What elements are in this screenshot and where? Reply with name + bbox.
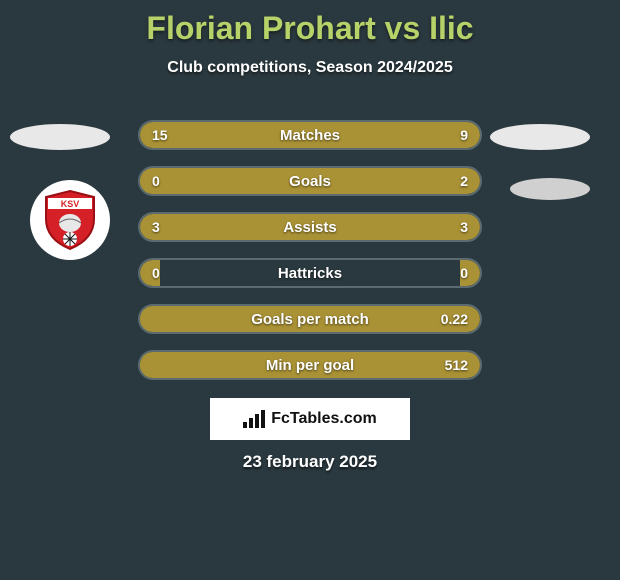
club-badge: KSV bbox=[30, 180, 110, 260]
stat-label: Hattricks bbox=[140, 260, 480, 286]
stat-label: Min per goal bbox=[140, 352, 480, 378]
page-title: Florian Prohart vs Ilic bbox=[0, 0, 620, 47]
stat-label: Goals bbox=[140, 168, 480, 194]
stat-label: Goals per match bbox=[140, 306, 480, 332]
right-player-shadow-placeholder bbox=[510, 178, 590, 200]
stat-row: 33Assists bbox=[138, 212, 482, 242]
left-player-avatar-placeholder bbox=[10, 124, 110, 150]
stats-bars: 159Matches 02Goals 33Assists 00Hattricks 0.2… bbox=[138, 120, 482, 396]
subtitle: Club competitions, Season 2024/2025 bbox=[0, 59, 620, 77]
stat-row: 159Matches bbox=[138, 120, 482, 150]
date-line: 23 february 2025 bbox=[0, 452, 620, 472]
stat-label: Matches bbox=[140, 122, 480, 148]
right-player-avatar-placeholder bbox=[490, 124, 590, 150]
watermark-logo-icon bbox=[243, 410, 265, 428]
stat-row: 512Min per goal bbox=[138, 350, 482, 380]
club-badge-text: KSV bbox=[61, 199, 80, 209]
stat-row: 00Hattricks bbox=[138, 258, 482, 288]
watermark: FcTables.com bbox=[210, 398, 410, 440]
stat-row: 02Goals bbox=[138, 166, 482, 196]
shield-icon: KSV bbox=[42, 189, 98, 251]
stat-label: Assists bbox=[140, 214, 480, 240]
watermark-text: FcTables.com bbox=[271, 410, 377, 428]
stat-row: 0.22Goals per match bbox=[138, 304, 482, 334]
